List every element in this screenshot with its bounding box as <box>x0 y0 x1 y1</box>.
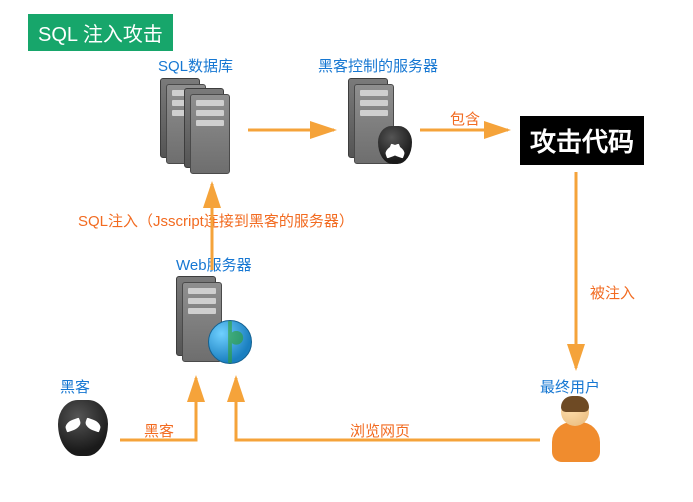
edge-label-sqlinject: SQL注入（Jsscript连接到黑客的服务器） <box>78 210 354 231</box>
end-user-icon <box>548 398 604 462</box>
edge-label-injected: 被注入 <box>590 282 635 303</box>
edge-label-hacker: 黑客 <box>144 420 174 441</box>
hacker-label: 黑客 <box>60 376 90 397</box>
end-user-label: 最终用户 <box>540 376 600 397</box>
edge-label-contain: 包含 <box>450 108 480 129</box>
hacker-server-label: 黑客控制的服务器 <box>318 55 438 76</box>
diagram-canvas: SQL 注入攻击 SQL数据库 黑客控制的服务器 攻击代码 Web服务器 黑客 … <box>0 0 693 502</box>
web-server-label: Web服务器 <box>176 254 252 275</box>
hacker-server-alien-icon <box>378 126 412 164</box>
globe-icon <box>208 320 252 364</box>
attack-code-box: 攻击代码 <box>520 116 644 165</box>
diagram-title: SQL 注入攻击 <box>28 14 173 51</box>
hacker-icon <box>58 400 108 456</box>
sql-database-label: SQL数据库 <box>158 55 233 76</box>
edge-label-browse: 浏览网页 <box>350 420 410 441</box>
sql-database-icon-2 <box>184 88 236 180</box>
